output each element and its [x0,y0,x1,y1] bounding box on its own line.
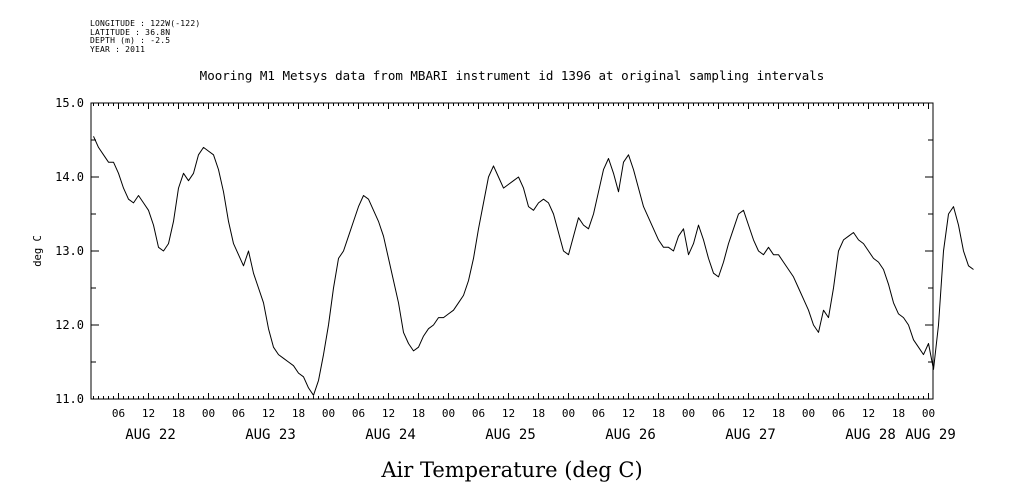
meta-longitude: LONGITUDE : 122W(-122) [90,19,201,28]
x-tick-label: 18 [892,407,905,420]
x-tick-label: 06 [232,407,245,420]
chart-title: Mooring M1 Metsys data from MBARI instru… [200,68,825,83]
x-tick-label: 12 [382,407,395,420]
x-tick-label: 06 [472,407,485,420]
x-tick-label: 06 [112,407,125,420]
x-tick-label: 18 [292,407,305,420]
metadata-block: LONGITUDE : 122W(-122) LATITUDE : 36.8N … [90,19,201,54]
x-tick-label: 00 [802,407,815,420]
footer-label: Air Temperature (deg C) [380,458,642,482]
day-label: AUG 22 [125,427,176,443]
axis-ticks [91,102,933,400]
y-tick-label: 11.0 [55,392,84,406]
x-tick-label: 12 [142,407,155,420]
day-label: AUG 29 [905,427,956,443]
meta-year: YEAR : 2011 [90,44,146,54]
x-tick-label: 12 [502,407,515,420]
x-tick-label: 00 [922,407,935,420]
meta-depth: DEPTH (m) : -2.5 [90,36,171,46]
x-tick-label: 00 [322,407,335,420]
day-label: AUG 28 [845,427,896,443]
y-tick-label: 15.0 [55,96,84,110]
day-label: AUG 23 [245,427,296,443]
x-tick-label: 18 [772,407,785,420]
y-axis-label: deg C [32,235,44,267]
day-label: AUG 24 [365,427,416,443]
x-tick-label: 18 [532,407,545,420]
x-tick-label: 12 [742,407,755,420]
x-tick-label: 06 [352,407,365,420]
day-label: AUG 26 [605,427,656,443]
y-tick-label: 14.0 [55,170,84,184]
x-tick-label: 00 [562,407,575,420]
x-tick-label: 00 [442,407,455,420]
x-tick-label: 06 [592,407,605,420]
x-tick-label: 18 [652,407,665,420]
x-tick-label: 12 [862,407,875,420]
x-tick-label: 00 [682,407,695,420]
x-tick-label: 06 [832,407,845,420]
x-tick-label: 00 [202,407,215,420]
day-label: AUG 25 [485,427,536,443]
x-tick-label: 06 [712,407,725,420]
y-tick-label: 12.0 [55,318,84,332]
plot-frame [90,102,934,400]
x-tick-label: 18 [412,407,425,420]
x-tick-label: 12 [622,407,635,420]
day-label: AUG 27 [725,427,776,443]
x-tick-label: 18 [172,407,185,420]
meta-latitude: LATITUDE : 36.8N [90,27,171,37]
axis-labels: 11.0 12.0 13.0 14.0 15.0 06 12 18 00 06 12 18 00 06 12… [55,96,956,443]
temperature-series-line [93,136,974,396]
y-tick-label: 13.0 [55,244,84,258]
x-tick-label: 12 [262,407,275,420]
